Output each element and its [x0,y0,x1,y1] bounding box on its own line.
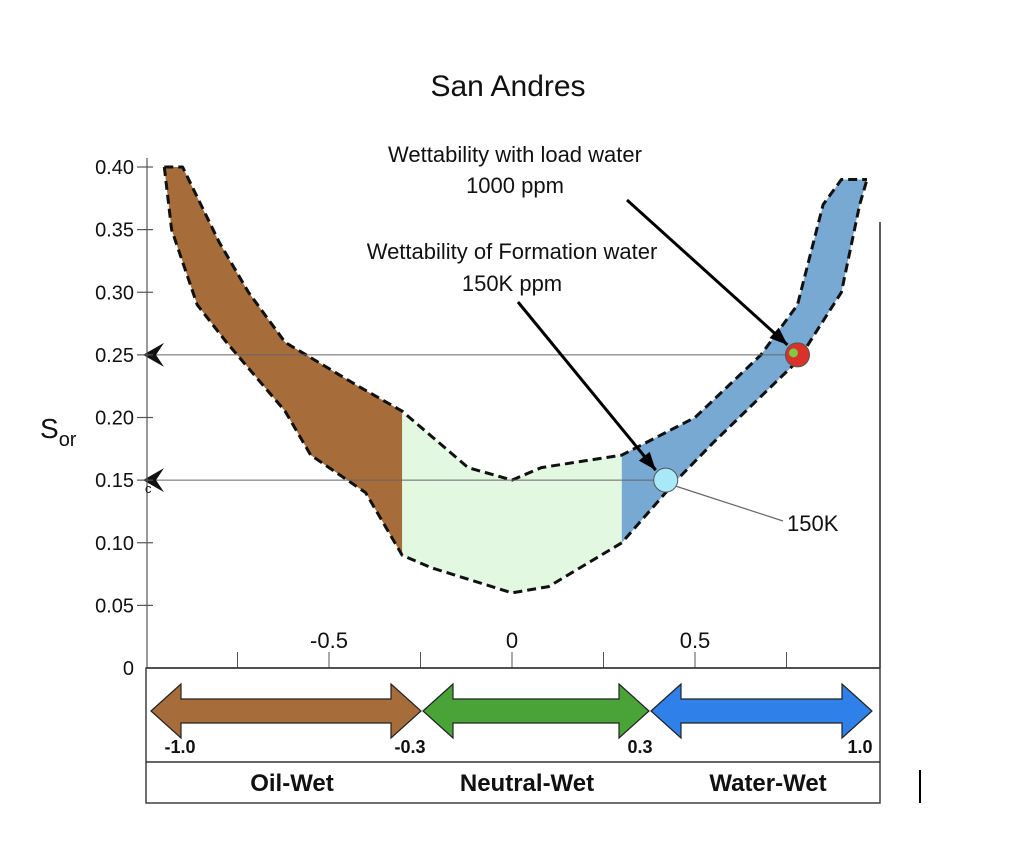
arrow-load-water-head [769,327,788,345]
scale-label-0-3: 0.3 [627,737,652,757]
arrow-neutral-wet [422,682,650,740]
envelope-boundaries [162,165,869,595]
small-marker-text: c [145,481,152,496]
scale-label-1: 1.0 [847,737,872,757]
region-water-wet [621,167,868,593]
y-tick-label-0.15: 0.15 [95,470,134,492]
x-axis-ticks: -0.5 0 0.5 [237,628,787,668]
x-tick-label-0: 0 [506,628,518,653]
lower-boundary-line [162,166,869,595]
reference-arrowhead-0.15 [143,468,164,493]
upper-boundary-line [164,165,867,482]
y-tick-label-0.20: 0.20 [95,408,134,430]
y-axis-label-main: S [40,413,59,444]
y-axis-label-sub: or [59,429,77,451]
category-water-wet: Water-Wet [709,770,826,797]
category-oil-wet: Oil-Wet [250,770,334,797]
x-tick-label-0.5: 0.5 [680,628,711,653]
arrow-oil-wet [150,682,422,740]
y-tick-label-0.10: 0.10 [95,533,134,555]
wettability-scale-arrows [150,682,873,740]
y-tick-label-0.30: 0.30 [95,282,134,304]
scale-bar-frame [145,667,881,804]
y-tick-label-0.05: 0.05 [95,595,134,617]
arrow-formation-water-shaft [516,301,657,472]
data-points [653,342,810,493]
reference-arrowhead-0.25 [143,342,164,367]
y-tick-label-0.40: 0.40 [95,157,134,179]
leader-150k [675,485,784,522]
y-tick-label-0.35: 0.35 [95,220,134,242]
y-axis-label: Sor [40,413,77,451]
arrow-water-wet [650,682,873,740]
annotation-arrows [516,198,789,522]
scale-label-minus-1: -1.0 [164,737,195,757]
data-point-0-inner [788,348,798,358]
annotation-150k: 150K [787,511,839,536]
arrow-formation-water-head [638,451,656,471]
scale-label-minus-0-3: -0.3 [394,737,425,757]
category-neutral-wet: Neutral-Wet [460,770,594,797]
data-point-1 [653,467,679,493]
region-oil-wet [164,167,403,593]
reference-lines [143,342,798,493]
y-axis-ticks: 0.40 0.35 0.30 0.25 0.20 0.15 0.10 0.05 0 [95,157,153,680]
y-tick-label-0: 0 [123,658,134,680]
annotation-formation-water-line2: 150K ppm [462,271,562,296]
arrow-load-water-shaft [625,198,789,346]
chart-title: San Andres [430,70,585,103]
annotation-load-water-line1: Wettability with load water [388,142,642,167]
annotation-formation-water-line1: Wettability of Formation water [367,239,658,264]
x-tick-label--0.5: -0.5 [310,628,348,653]
y-tick-label-0.25: 0.25 [95,345,134,367]
annotation-load-water-line2: 1000 ppm [466,173,564,198]
